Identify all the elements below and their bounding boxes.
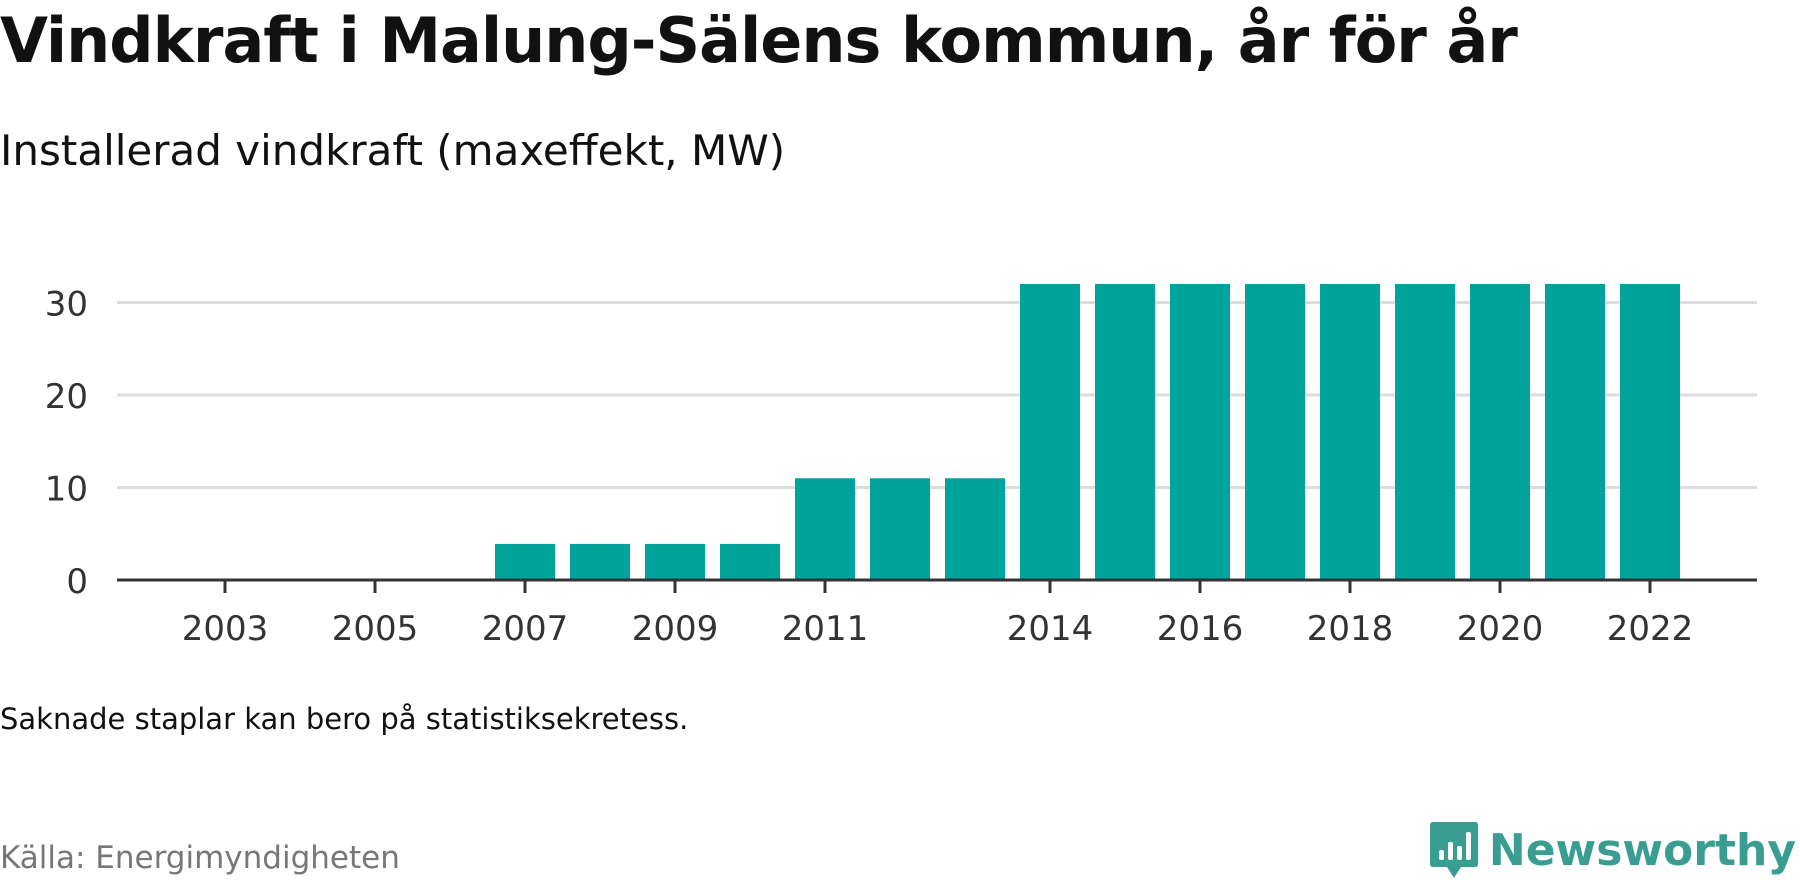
x-tick-label: 2005	[332, 609, 419, 649]
chart-title: Vindkraft i Malung-Sälens kommun, år för…	[0, 4, 1518, 77]
y-tick-label: 10	[45, 470, 88, 510]
x-tick-label: 2009	[632, 609, 719, 649]
brand-name: Newsworthy	[1488, 824, 1796, 876]
bar-2012[interactable]	[870, 478, 930, 580]
bar-chart: 0 10 20 30 2003 2005 2007 2009 2011 2014 2016 2018…	[45, 284, 1757, 649]
x-axis-ticks: 2003 2005 2007 2009 2011 2014 2016 2018 2020 2022	[182, 580, 1694, 649]
y-tick-label: 20	[45, 377, 88, 417]
bar-2009[interactable]	[645, 543, 705, 580]
bar-2014[interactable]	[1020, 284, 1080, 580]
x-tick-label: 2016	[1157, 609, 1244, 649]
y-tick-label: 30	[45, 285, 88, 325]
bar-2021[interactable]	[1545, 284, 1605, 580]
x-tick-label: 2011	[782, 609, 869, 649]
bar-2010[interactable]	[720, 543, 780, 580]
chart-note: Saknade staplar kan bero på statistiksek…	[0, 702, 689, 736]
x-tick-label: 2014	[1007, 609, 1094, 649]
source-label: Källa: Energimyndigheten	[0, 840, 400, 876]
bar-2018[interactable]	[1320, 284, 1380, 580]
bar-2008[interactable]	[570, 543, 630, 580]
bar-2017[interactable]	[1245, 284, 1305, 580]
bar-2015[interactable]	[1095, 284, 1155, 580]
y-tick-label: 0	[66, 562, 88, 602]
bar-2020[interactable]	[1470, 284, 1530, 580]
bar-2016[interactable]	[1170, 284, 1230, 580]
bar-2013[interactable]	[945, 478, 1005, 580]
brand-logo[interactable]: Newsworthy	[1429, 820, 1796, 880]
bars	[495, 284, 1680, 580]
bar-2007[interactable]	[495, 543, 555, 580]
bar-2022[interactable]	[1620, 284, 1680, 580]
bar-2019[interactable]	[1395, 284, 1455, 580]
chart-subtitle: Installerad vindkraft (maxeffekt, MW)	[0, 126, 786, 175]
x-tick-label: 2018	[1307, 609, 1394, 649]
x-tick-label: 2022	[1607, 609, 1694, 649]
bar-2011[interactable]	[795, 478, 855, 580]
newsworthy-logo-icon	[1429, 822, 1478, 878]
y-axis-ticks: 0 10 20 30	[45, 285, 88, 603]
x-tick-label: 2003	[182, 609, 269, 649]
x-tick-label: 2007	[482, 609, 569, 649]
x-tick-label: 2020	[1457, 609, 1544, 649]
